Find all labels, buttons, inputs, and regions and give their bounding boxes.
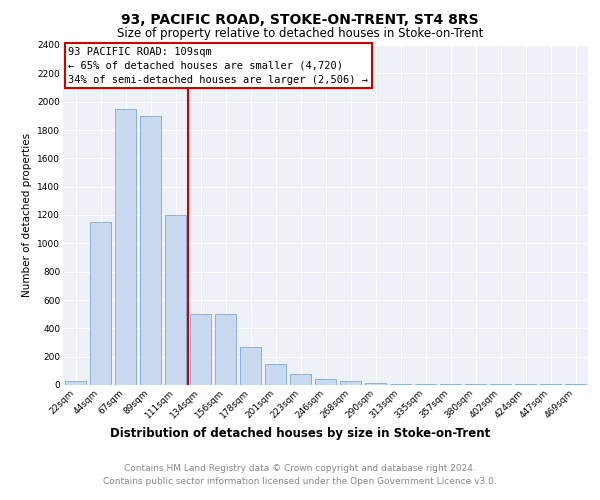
Bar bbox=[215, 314, 236, 385]
Bar bbox=[515, 384, 536, 385]
Bar bbox=[415, 384, 436, 385]
Bar bbox=[540, 384, 561, 385]
Bar bbox=[165, 215, 186, 385]
Text: Contains HM Land Registry data © Crown copyright and database right 2024.: Contains HM Land Registry data © Crown c… bbox=[124, 464, 476, 473]
Bar bbox=[315, 380, 336, 385]
Text: 93, PACIFIC ROAD, STOKE-ON-TRENT, ST4 8RS: 93, PACIFIC ROAD, STOKE-ON-TRENT, ST4 8R… bbox=[121, 12, 479, 26]
Bar bbox=[565, 384, 586, 385]
Bar bbox=[340, 381, 361, 385]
Text: Size of property relative to detached houses in Stoke-on-Trent: Size of property relative to detached ho… bbox=[117, 28, 483, 40]
Bar bbox=[465, 384, 486, 385]
Bar bbox=[115, 109, 136, 385]
Bar bbox=[65, 381, 86, 385]
Bar bbox=[440, 384, 461, 385]
Text: Distribution of detached houses by size in Stoke-on-Trent: Distribution of detached houses by size … bbox=[110, 428, 490, 440]
Bar bbox=[90, 222, 111, 385]
Y-axis label: Number of detached properties: Number of detached properties bbox=[22, 133, 32, 297]
Text: Contains public sector information licensed under the Open Government Licence v3: Contains public sector information licen… bbox=[103, 477, 497, 486]
Bar bbox=[290, 374, 311, 385]
Bar bbox=[490, 384, 511, 385]
Bar bbox=[365, 383, 386, 385]
Bar bbox=[265, 364, 286, 385]
Text: 93 PACIFIC ROAD: 109sqm
← 65% of detached houses are smaller (4,720)
34% of semi: 93 PACIFIC ROAD: 109sqm ← 65% of detache… bbox=[68, 46, 368, 84]
Bar bbox=[390, 384, 411, 385]
Bar bbox=[240, 347, 261, 385]
Bar bbox=[140, 116, 161, 385]
Bar bbox=[190, 314, 211, 385]
